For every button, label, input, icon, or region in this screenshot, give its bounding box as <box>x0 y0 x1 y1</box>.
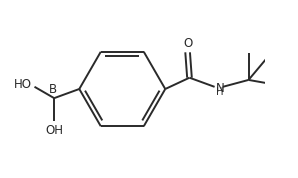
Text: O: O <box>183 36 192 49</box>
Text: B: B <box>49 83 57 96</box>
Text: HO: HO <box>14 78 32 91</box>
Text: H: H <box>215 87 223 97</box>
Text: N: N <box>215 82 224 95</box>
Text: OH: OH <box>45 124 63 137</box>
